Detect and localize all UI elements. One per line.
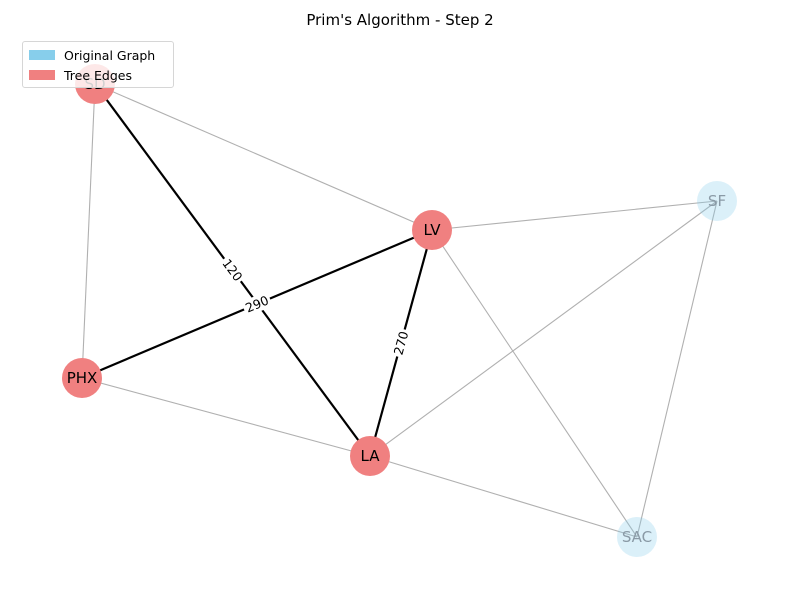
- node-label: SF: [708, 192, 726, 210]
- edges-layer: [81, 83, 718, 538]
- edge-weight-background: [240, 291, 274, 317]
- legend-item-original-graph: Original Graph: [29, 47, 155, 63]
- node-circle: [62, 358, 102, 398]
- nodes-layer: SDLVSFPHXLASAC: [62, 64, 737, 557]
- legend-swatch-tree: [29, 70, 55, 80]
- node-circle: [617, 517, 657, 557]
- legend: Original Graph Tree Edges: [22, 41, 174, 88]
- node-phx: PHX: [62, 358, 102, 398]
- edge-lv-sac: [431, 229, 638, 538]
- node-circle: [697, 181, 737, 221]
- edge-weight-lv-la: 270: [389, 327, 413, 359]
- node-circle: [350, 436, 390, 476]
- node-circle: [412, 210, 452, 250]
- node-label: PHX: [67, 369, 98, 387]
- edge-la-sf: [369, 200, 718, 457]
- edge-lv-sf: [431, 200, 718, 231]
- node-label: LV: [424, 221, 442, 239]
- edge-la-sac: [369, 455, 638, 538]
- node-label: LA: [361, 447, 381, 465]
- edge-weight-text: 270: [391, 329, 412, 356]
- legend-label-tree: Tree Edges: [64, 67, 132, 83]
- edge-weight-sd-la: 120: [217, 253, 248, 287]
- node-sf: SF: [697, 181, 737, 221]
- edge-sf-sac: [636, 200, 718, 538]
- edge-weight-background: [389, 327, 413, 359]
- figure-title: Prim's Algorithm - Step 2: [306, 11, 494, 29]
- node-lv: LV: [412, 210, 452, 250]
- edge-weight-background: [217, 253, 248, 287]
- node-sac: SAC: [617, 517, 657, 557]
- node-la: LA: [350, 436, 390, 476]
- edge-sd-phx: [81, 83, 96, 379]
- node-label: SAC: [622, 528, 652, 546]
- legend-item-tree-edges: Tree Edges: [29, 67, 132, 83]
- edge-sd-lv: [94, 83, 433, 231]
- legend-swatch-original: [29, 50, 55, 60]
- legend-label-original: Original Graph: [64, 47, 156, 63]
- edge-weight-phx-lv: 290: [240, 291, 274, 317]
- edge-phx-la: [81, 377, 371, 457]
- edge-weight-labels: 120 290 270: [217, 253, 413, 359]
